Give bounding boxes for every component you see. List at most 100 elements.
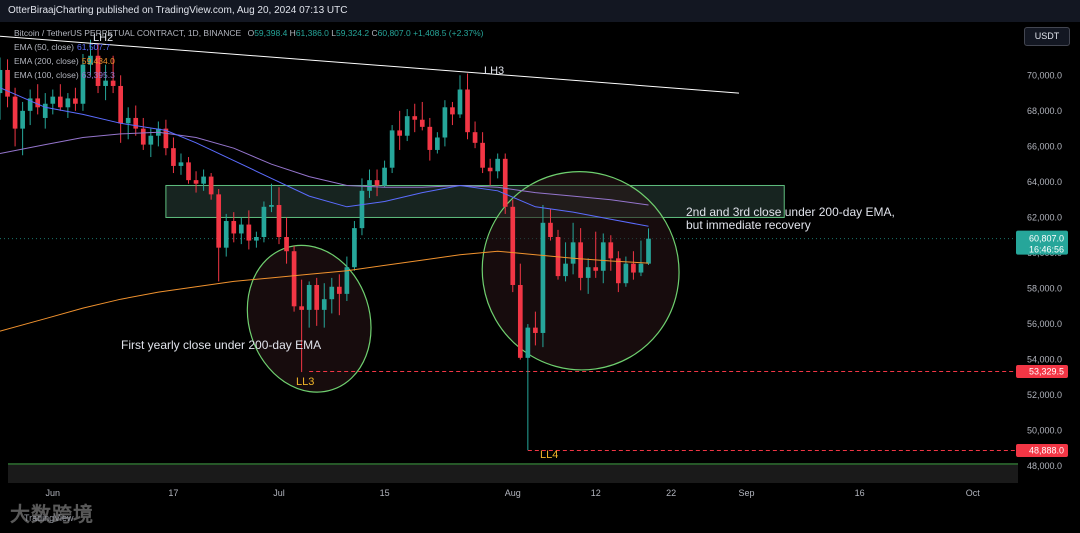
note-first-close: First yearly close under 200-day EMA [121,338,321,352]
price-tick-label: 64,000.0 [1027,177,1062,187]
ema100-line [0,131,649,206]
candle-body [419,119,425,127]
candle-body [336,286,342,294]
candle-body [118,85,123,124]
candle-body [299,306,304,310]
price-chart[interactable]: LH2 LH3 LL3 LL4 First yearly close under 200… [0,22,1080,533]
candle-body [110,80,116,86]
watermark-text: 大数跨境 [10,504,94,526]
ema200-line [0,250,649,332]
lower-high-trendline [0,35,740,94]
candle-body [276,205,282,238]
candle-body [291,251,297,307]
price-tick-label: 48,000.0 [1027,461,1062,471]
ema200-legend: EMA (200, close) 59,434.0 [14,56,115,66]
candle-body [570,242,576,264]
candle-body [186,162,191,181]
candle-body [254,237,259,241]
candle-body [80,64,86,104]
candle-body [525,327,531,358]
level-lines [309,371,1018,451]
ohlc-change: +1,408.5 (+2.37%) [413,28,484,38]
current-price-tag-value: 60,807.0 [1029,234,1064,244]
time-tick-label: 16 [855,488,865,498]
candle-body [382,167,387,186]
candle-body [20,110,25,129]
candle-body [261,206,267,238]
candle-body [359,190,365,229]
time-tick-label: 17 [168,488,178,498]
candle-body [404,116,410,136]
candle-body [578,242,583,278]
ll3-price-tag-bg [1016,365,1068,379]
candle-body [103,80,108,86]
candle-body [480,142,485,168]
time-axis-bg [8,465,1018,483]
candle-body [163,128,169,149]
candle-body [457,89,463,115]
candle-body [208,176,214,195]
candle-body [608,242,614,259]
ohlc-l: L59,324.2 [331,28,370,38]
time-tick-label: 15 [380,488,390,498]
candle-body [133,117,139,129]
price-tick-label: 70,000.0 [1027,70,1062,80]
candle-body [435,137,440,150]
candle-body [27,98,33,111]
symbol-legend: Bitcoin / TetherUS PERPETUAL CONTRACT, 1… [14,28,484,38]
candle-body [585,267,591,278]
candle-body [600,242,606,271]
candle-body [95,55,101,86]
lh3-label: LH3 [484,65,504,77]
candle-body [140,128,146,145]
ema200-label: EMA (200, close) [14,56,79,66]
candle-body [412,116,418,120]
resistance-zone-rect [165,184,785,218]
current-price-tag-countdown: 16:46:56 [1029,245,1064,255]
candle-body [502,158,508,207]
candle-body [540,222,546,333]
candle-body [171,148,176,166]
ll4-price-tag-bg [1016,443,1068,457]
candle-body [148,135,154,145]
time-tick-label: 12 [591,488,601,498]
resistance-zone [165,184,785,218]
candle-body [73,98,78,104]
ohlc-c: C60,807.0 [371,28,411,38]
ema200-value: 59,434.0 [81,56,115,66]
candle-body [367,180,372,191]
candle-body [269,205,274,207]
ema100-label: EMA (100, close) [14,70,79,80]
candle-body [450,107,455,115]
ema-lines [0,87,649,332]
ohlc-h: H61,386.0 [289,28,329,38]
ll4-price-tag-value: 48,888.0 [1029,445,1064,455]
price-tick-label: 54,000.0 [1027,355,1062,365]
text-annotations: LH2 LH3 LL3 LL4 First yearly close under 200… [93,32,895,461]
time-tick-label: Oct [966,488,981,498]
candle-body [646,238,651,264]
candle-body [487,167,493,172]
current-price-tag-bg [1016,230,1068,255]
candle-body [216,194,222,248]
time-tick-label: Jun [46,488,61,498]
note-second-close-line1: 2nd and 3rd close under 200-day EMA, [686,205,895,219]
trendline [0,35,740,94]
currency-button[interactable]: USDT [1024,27,1070,46]
candle-body [125,117,131,124]
note-second-close-line2: but immediate recovery [686,218,811,232]
candle-body [472,132,478,143]
symbol-title: Bitcoin / TetherUS PERPETUAL CONTRACT, 1… [14,28,242,38]
candle-body [42,103,48,118]
candle-body [631,263,636,273]
candle-body [593,267,599,271]
candles [0,39,651,451]
ema100-value: 63,395.3 [81,70,115,80]
candle-body [344,267,350,294]
candle-body [314,284,320,310]
price-tick-label: 62,000.0 [1027,212,1062,222]
ema50-label: EMA (50, close) [14,42,74,52]
candle-body [88,55,93,65]
candle-body [306,284,312,310]
candle-body [517,284,523,358]
